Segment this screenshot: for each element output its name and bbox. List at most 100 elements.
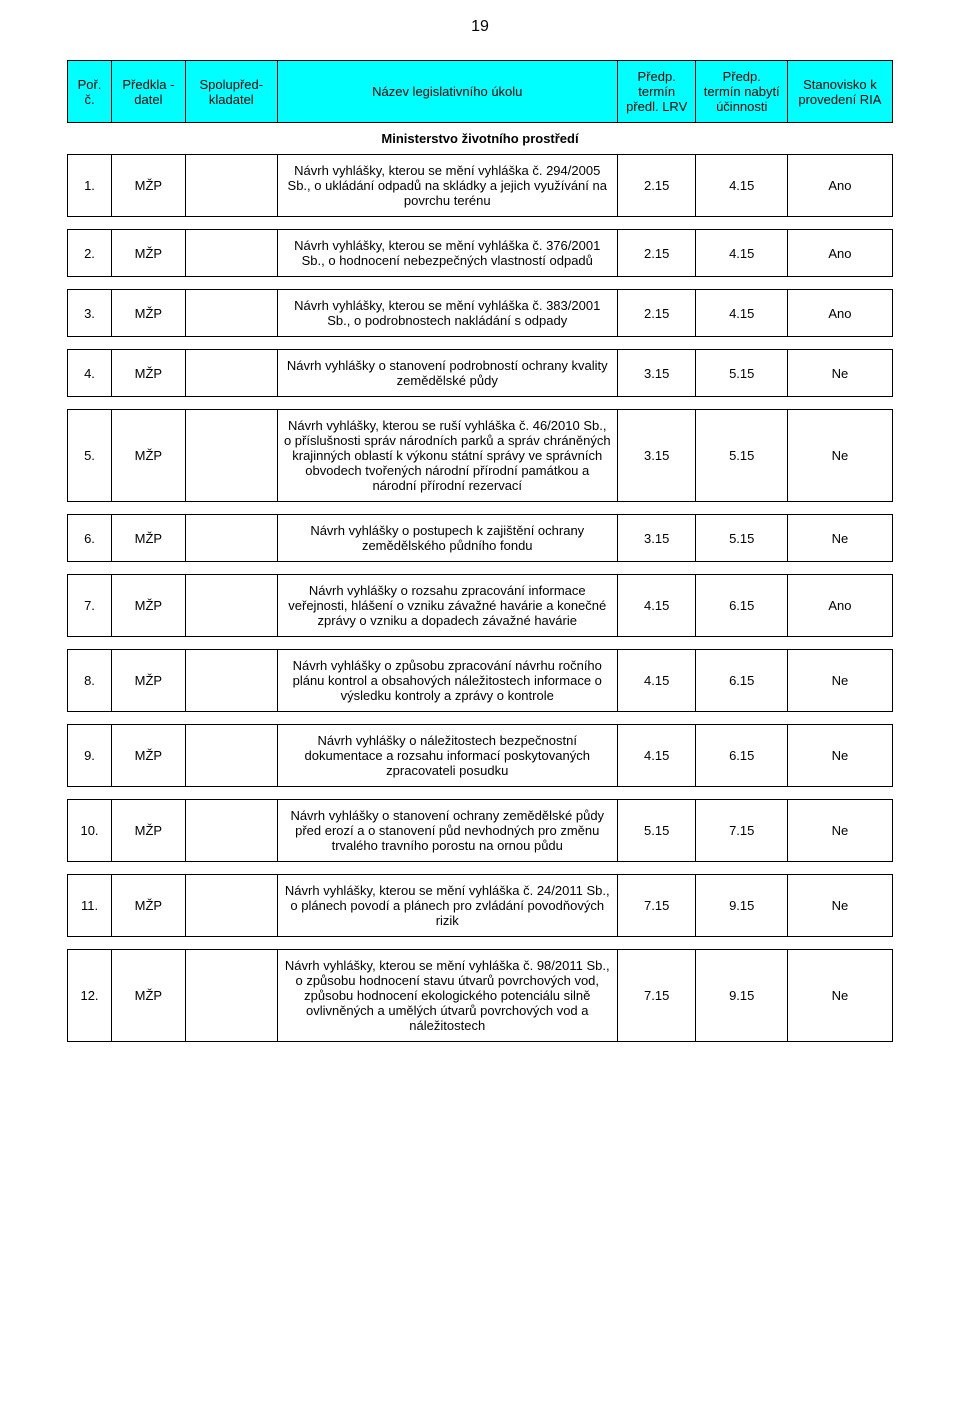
row-spacer <box>68 712 893 725</box>
cell-spolupredkladatel <box>185 350 277 397</box>
cell-eff: 6.15 <box>696 725 788 787</box>
cell-num: 7. <box>68 575 112 637</box>
cell-lrv: 3.15 <box>617 350 696 397</box>
cell-ria: Ne <box>788 950 893 1042</box>
cell-ria: Ne <box>788 725 893 787</box>
row-spacer <box>68 502 893 515</box>
cell-lrv: 4.15 <box>617 650 696 712</box>
cell-lrv: 5.15 <box>617 800 696 862</box>
cell-spolupredkladatel <box>185 410 277 502</box>
cell-lrv: 4.15 <box>617 725 696 787</box>
cell-ria: Ano <box>788 290 893 337</box>
cell-title: Návrh vyhlášky o rozsahu zpracování info… <box>277 575 617 637</box>
row-spacer <box>68 862 893 875</box>
cell-ria: Ano <box>788 575 893 637</box>
col-header-spolu: Spolupřed- kladatel <box>185 61 277 123</box>
cell-predkladatel: MŽP <box>111 155 185 217</box>
cell-title: Návrh vyhlášky, kterou se mění vyhláška … <box>277 230 617 277</box>
cell-eff: 6.15 <box>696 650 788 712</box>
cell-title: Návrh vyhlášky, kterou se mění vyhláška … <box>277 875 617 937</box>
col-header-ria: Stanovisko k provedení RIA <box>788 61 893 123</box>
cell-predkladatel: MŽP <box>111 725 185 787</box>
cell-num: 11. <box>68 875 112 937</box>
cell-eff: 5.15 <box>696 410 788 502</box>
cell-spolupredkladatel <box>185 650 277 712</box>
cell-lrv: 3.15 <box>617 515 696 562</box>
cell-predkladatel: MŽP <box>111 230 185 277</box>
table-row: 8.MŽPNávrh vyhlášky o způsobu zpracování… <box>68 650 893 712</box>
cell-lrv: 4.15 <box>617 575 696 637</box>
cell-title: Návrh vyhlášky o náležitostech bezpečnos… <box>277 725 617 787</box>
cell-ria: Ne <box>788 800 893 862</box>
cell-predkladatel: MŽP <box>111 350 185 397</box>
cell-spolupredkladatel <box>185 800 277 862</box>
cell-title: Návrh vyhlášky, kterou se ruší vyhláška … <box>277 410 617 502</box>
section-title-row: Ministerstvo životního prostředí <box>68 123 893 155</box>
cell-spolupredkladatel <box>185 575 277 637</box>
cell-title: Návrh vyhlášky o stanovení podrobností o… <box>277 350 617 397</box>
cell-title: Návrh vyhlášky, kterou se mění vyhláška … <box>277 950 617 1042</box>
table-row: 12.MŽP Návrh vyhlášky, kterou se mění vyh… <box>68 950 893 1042</box>
cell-ria: Ne <box>788 875 893 937</box>
cell-eff: 5.15 <box>696 515 788 562</box>
table-row: 7.MŽP Návrh vyhlášky o rozsahu zpracování… <box>68 575 893 637</box>
col-header-eff: Předp. termín nabytí účinnosti <box>696 61 788 123</box>
cell-eff: 6.15 <box>696 575 788 637</box>
table-row: 4.MŽP Návrh vyhlášky o stanovení podrobno… <box>68 350 893 397</box>
cell-ria: Ne <box>788 650 893 712</box>
row-spacer <box>68 787 893 800</box>
section-title: Ministerstvo životního prostředí <box>68 123 893 155</box>
cell-num: 4. <box>68 350 112 397</box>
cell-ria: Ne <box>788 350 893 397</box>
cell-title: Návrh vyhlášky o stanovení ochrany zeměd… <box>277 800 617 862</box>
cell-num: 9. <box>68 725 112 787</box>
row-spacer <box>68 337 893 350</box>
cell-num: 8. <box>68 650 112 712</box>
row-spacer <box>68 397 893 410</box>
table-row: 6.MŽPNávrh vyhlášky o postupech k zajišt… <box>68 515 893 562</box>
cell-ria: Ne <box>788 515 893 562</box>
cell-spolupredkladatel <box>185 230 277 277</box>
page-number: 19 <box>0 18 960 36</box>
table-header-row: Poř. č. Předkla - datel Spolupřed- klada… <box>68 61 893 123</box>
table-row: 11.MŽPNávrh vyhlášky, kterou se mění vyh… <box>68 875 893 937</box>
table-row: 2.MŽPNávrh vyhlášky, kterou se mění vyhl… <box>68 230 893 277</box>
cell-num: 12. <box>68 950 112 1042</box>
cell-ria: Ano <box>788 230 893 277</box>
col-header-predkladatel: Předkla - datel <box>111 61 185 123</box>
cell-lrv: 2.15 <box>617 230 696 277</box>
cell-num: 5. <box>68 410 112 502</box>
cell-title: Návrh vyhlášky o postupech k zajištění o… <box>277 515 617 562</box>
cell-eff: 4.15 <box>696 155 788 217</box>
cell-lrv: 7.15 <box>617 875 696 937</box>
cell-eff: 4.15 <box>696 290 788 337</box>
cell-predkladatel: MŽP <box>111 410 185 502</box>
cell-ria: Ano <box>788 155 893 217</box>
cell-predkladatel: MŽP <box>111 950 185 1042</box>
cell-lrv: 2.15 <box>617 290 696 337</box>
table-row: 1.MŽP Návrh vyhlášky, kterou se mění vyhl… <box>68 155 893 217</box>
cell-eff: 7.15 <box>696 800 788 862</box>
cell-eff: 5.15 <box>696 350 788 397</box>
cell-predkladatel: MŽP <box>111 290 185 337</box>
table-row: 9.MŽP Návrh vyhlášky o náležitostech bezp… <box>68 725 893 787</box>
cell-title: Návrh vyhlášky, kterou se mění vyhláška … <box>277 290 617 337</box>
row-spacer <box>68 217 893 230</box>
legislation-table: Poř. č. Předkla - datel Spolupřed- klada… <box>67 60 893 1042</box>
cell-spolupredkladatel <box>185 155 277 217</box>
cell-lrv: 2.15 <box>617 155 696 217</box>
cell-title: Návrh vyhlášky, kterou se mění vyhláška … <box>277 155 617 217</box>
row-spacer <box>68 277 893 290</box>
cell-num: 6. <box>68 515 112 562</box>
cell-spolupredkladatel <box>185 875 277 937</box>
cell-spolupredkladatel <box>185 290 277 337</box>
cell-lrv: 7.15 <box>617 950 696 1042</box>
cell-eff: 9.15 <box>696 875 788 937</box>
cell-lrv: 3.15 <box>617 410 696 502</box>
cell-title: Návrh vyhlášky o způsobu zpracování návr… <box>277 650 617 712</box>
cell-spolupredkladatel <box>185 950 277 1042</box>
cell-num: 1. <box>68 155 112 217</box>
cell-predkladatel: MŽP <box>111 575 185 637</box>
cell-spolupredkladatel <box>185 515 277 562</box>
table-row: 10.MŽPNávrh vyhlášky o stanovení ochrany… <box>68 800 893 862</box>
